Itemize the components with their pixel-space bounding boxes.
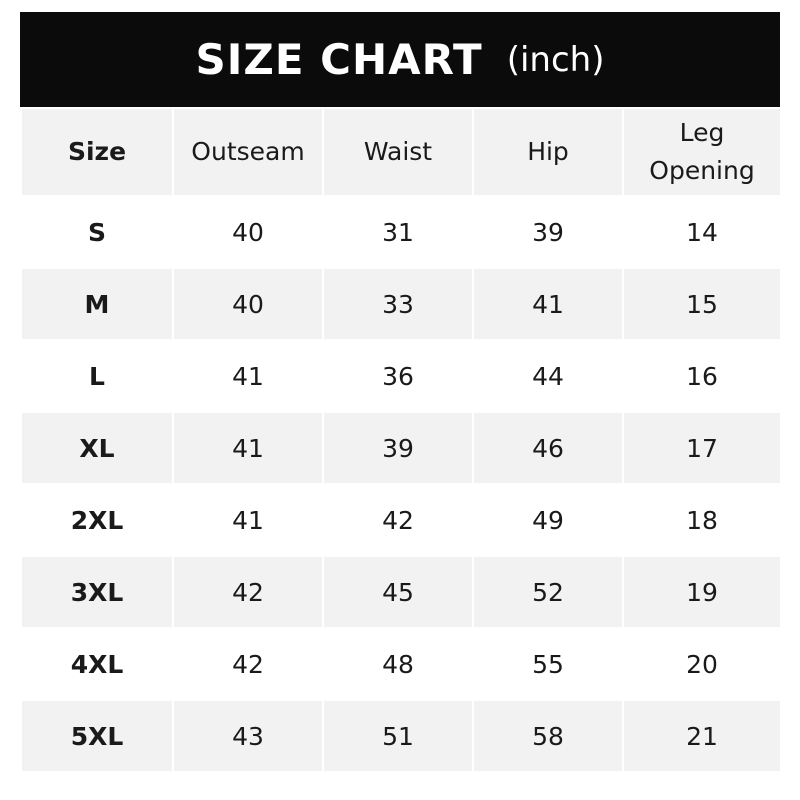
cell-leg-opening: 18 <box>622 483 782 557</box>
cell-hip: 55 <box>472 627 624 701</box>
unit-label: (inch) <box>506 39 605 80</box>
table-row: L 41 36 44 16 <box>20 339 782 413</box>
column-header-hip: Hip <box>472 107 624 197</box>
cell-leg-opening: 19 <box>622 555 782 629</box>
cell-waist: 39 <box>322 411 474 485</box>
cell-leg-opening: 20 <box>622 627 782 701</box>
cell-size: S <box>20 195 174 269</box>
cell-size: 5XL <box>20 699 174 773</box>
table-row: 4XL 42 48 55 20 <box>20 627 782 701</box>
cell-waist: 42 <box>322 483 474 557</box>
cell-leg-opening: 14 <box>622 195 782 269</box>
cell-size: 3XL <box>20 555 174 629</box>
column-header-waist: Waist <box>322 107 474 197</box>
cell-leg-opening: 16 <box>622 339 782 413</box>
cell-waist: 33 <box>322 267 474 341</box>
table-row: M 40 33 41 15 <box>20 267 782 341</box>
table-row: 5XL 43 51 58 21 <box>20 699 782 773</box>
cell-hip: 58 <box>472 699 624 773</box>
cell-outseam: 42 <box>172 555 324 629</box>
cell-size: XL <box>20 411 174 485</box>
cell-outseam: 41 <box>172 339 324 413</box>
cell-leg-opening: 15 <box>622 267 782 341</box>
cell-hip: 39 <box>472 195 624 269</box>
title-bar: SIZE CHART (inch) <box>20 12 780 107</box>
cell-leg-opening: 17 <box>622 411 782 485</box>
cell-waist: 51 <box>322 699 474 773</box>
cell-size: 2XL <box>20 483 174 557</box>
cell-outseam: 40 <box>172 195 324 269</box>
cell-size: L <box>20 339 174 413</box>
cell-hip: 49 <box>472 483 624 557</box>
table-row: 2XL 41 42 49 18 <box>20 483 782 557</box>
cell-hip: 52 <box>472 555 624 629</box>
cell-waist: 45 <box>322 555 474 629</box>
cell-hip: 41 <box>472 267 624 341</box>
header-row: Size Outseam Waist Hip Leg Opening <box>20 107 782 197</box>
cell-leg-opening: 21 <box>622 699 782 773</box>
chart-title: SIZE CHART <box>195 35 483 84</box>
cell-outseam: 43 <box>172 699 324 773</box>
cell-waist: 36 <box>322 339 474 413</box>
column-header-outseam: Outseam <box>172 107 324 197</box>
cell-waist: 31 <box>322 195 474 269</box>
cell-waist: 48 <box>322 627 474 701</box>
column-header-size: Size <box>20 107 174 197</box>
cell-outseam: 41 <box>172 483 324 557</box>
table-row: XL 41 39 46 17 <box>20 411 782 485</box>
size-table: Size Outseam Waist Hip Leg Opening S 40 31… <box>20 107 782 773</box>
cell-outseam: 40 <box>172 267 324 341</box>
cell-outseam: 42 <box>172 627 324 701</box>
column-header-leg-opening: Leg Opening <box>622 107 782 197</box>
cell-outseam: 41 <box>172 411 324 485</box>
table-row: 3XL 42 45 52 19 <box>20 555 782 629</box>
cell-size: 4XL <box>20 627 174 701</box>
cell-hip: 46 <box>472 411 624 485</box>
cell-hip: 44 <box>472 339 624 413</box>
cell-size: M <box>20 267 174 341</box>
table-row: S 40 31 39 14 <box>20 195 782 269</box>
